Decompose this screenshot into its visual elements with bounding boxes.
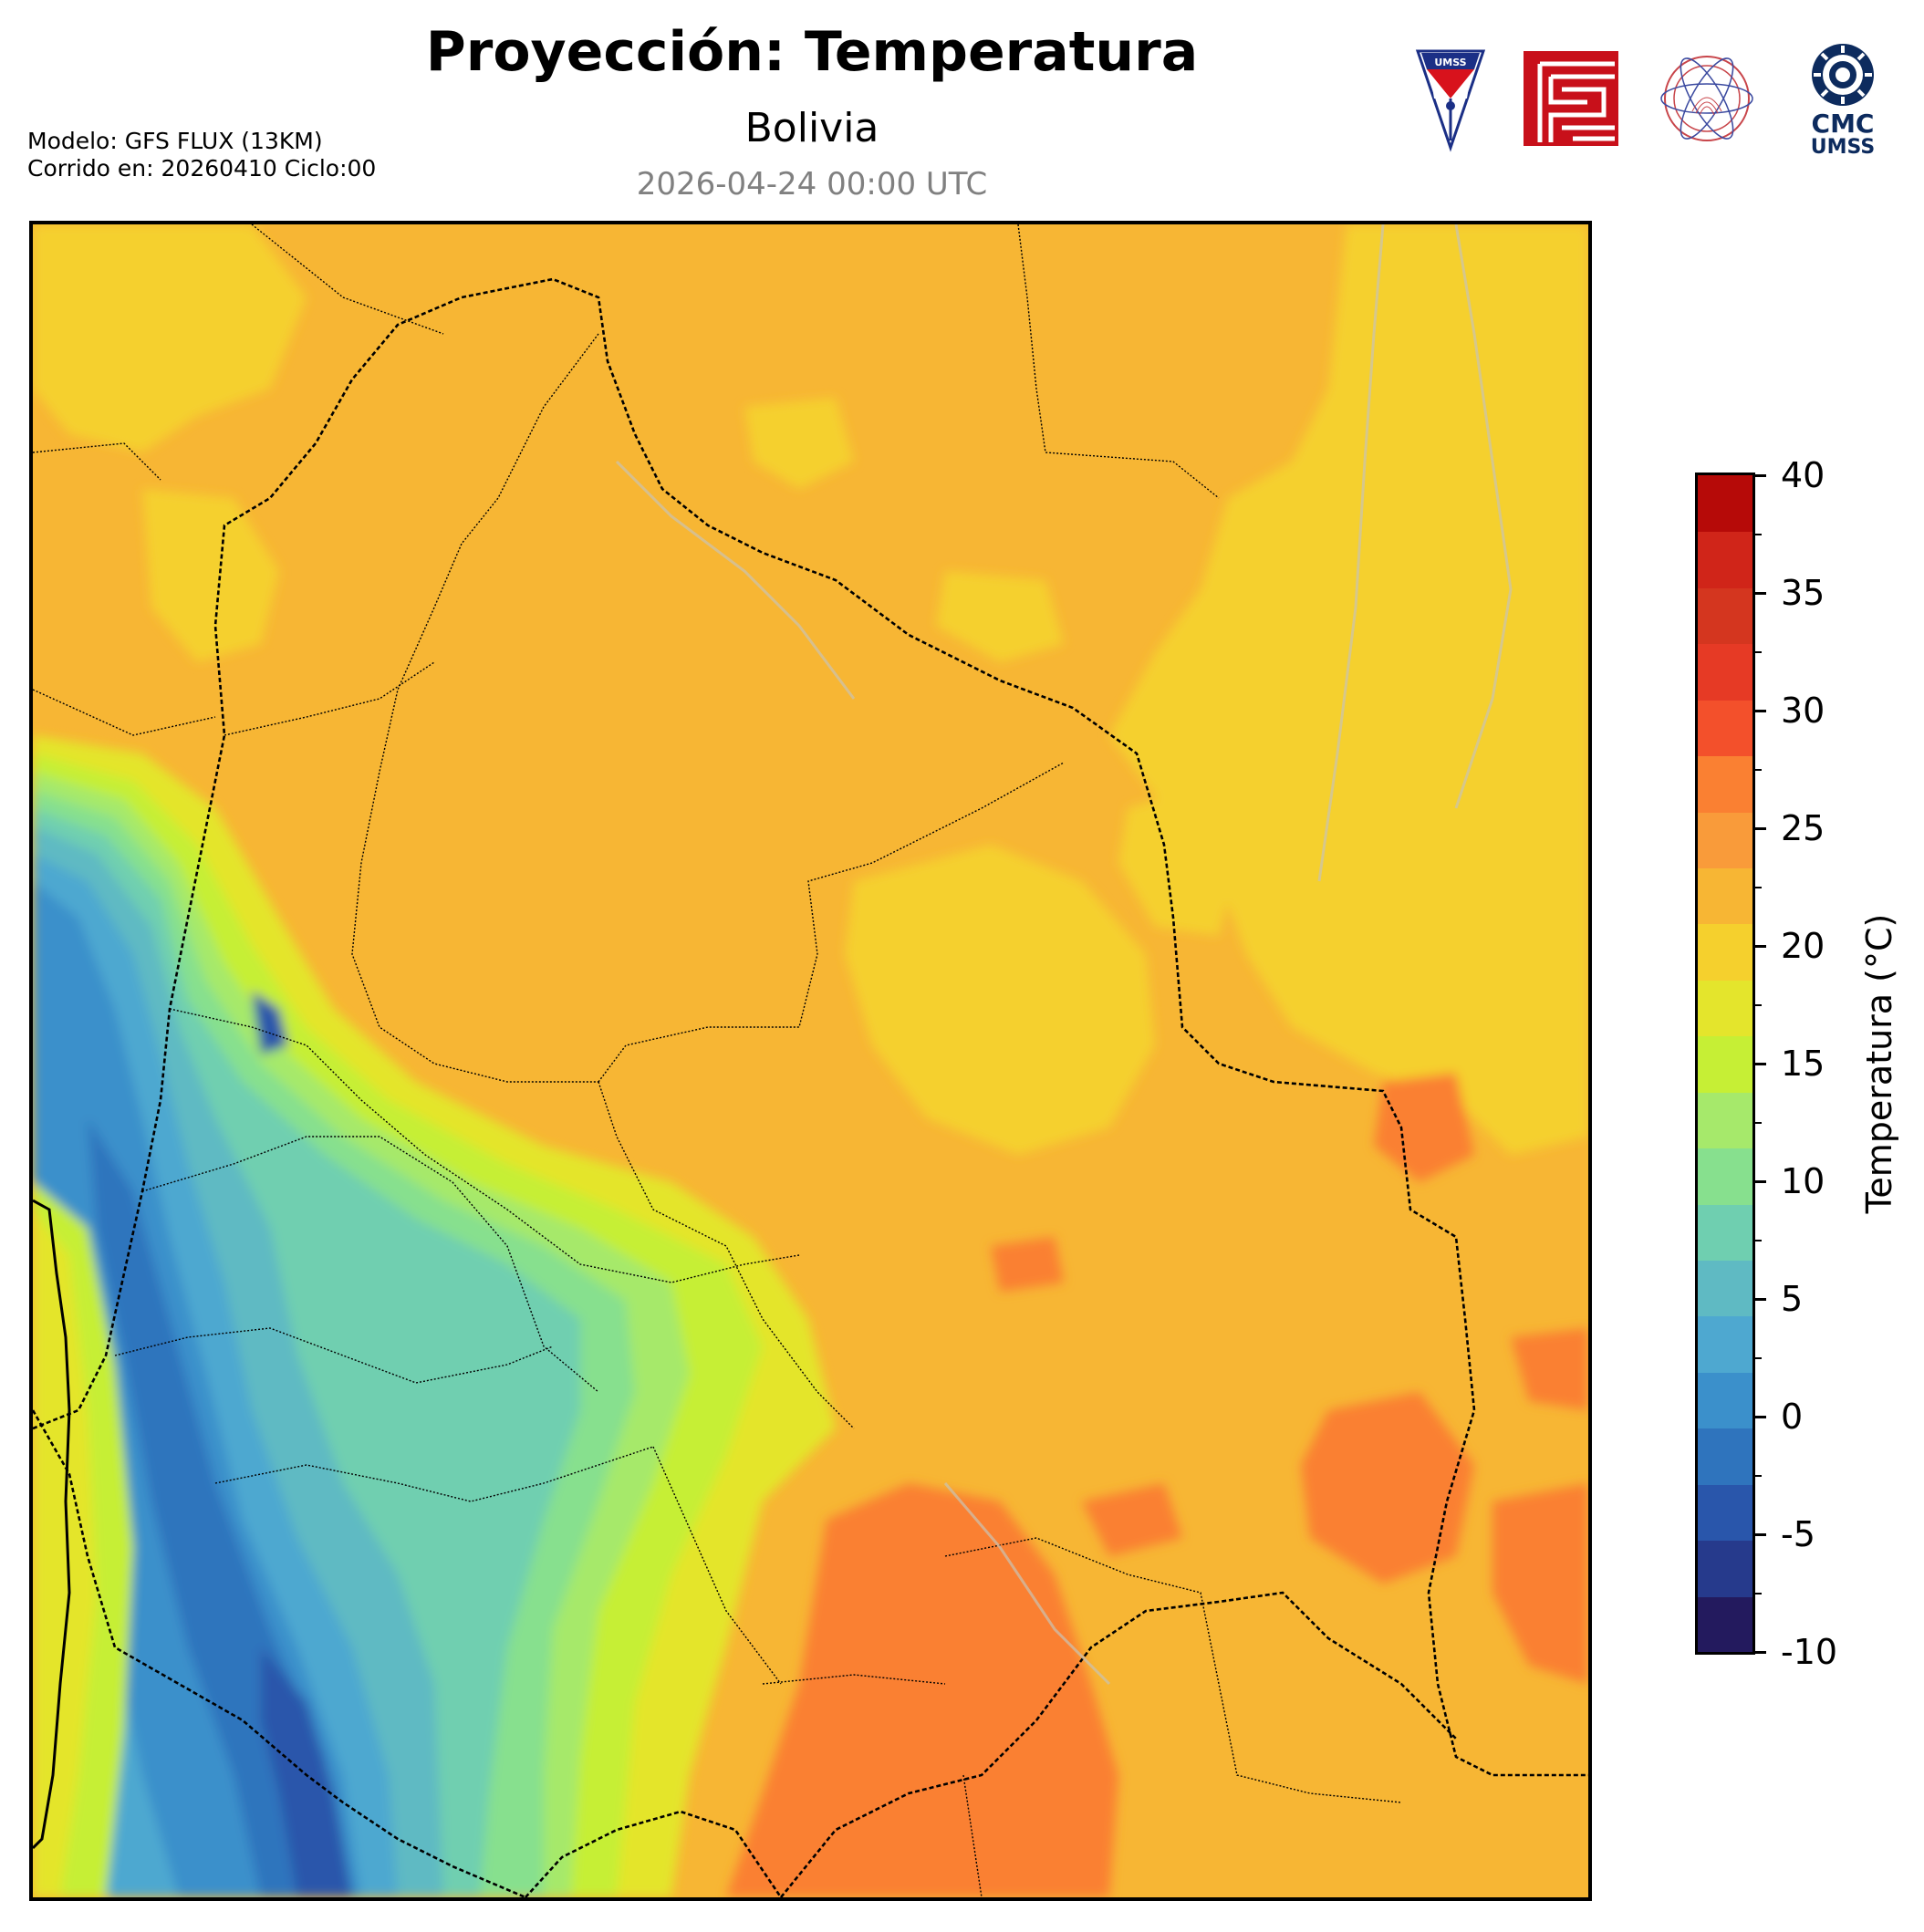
colorbar-tick-label: -10 xyxy=(1781,1632,1838,1672)
colorbar-segment xyxy=(1698,699,1752,757)
colorbar-tick-label: 20 xyxy=(1781,926,1825,966)
colorbar-major-tick xyxy=(1755,1298,1766,1301)
colorbar-segment xyxy=(1698,587,1752,645)
colorbar-segment xyxy=(1698,1203,1752,1261)
cmc-line2: UMSS xyxy=(1810,136,1876,159)
colorbar-minor-tick xyxy=(1755,1003,1762,1006)
temperature-colorbar xyxy=(1695,473,1755,1655)
cmc-line1: CMC xyxy=(1811,109,1875,139)
colorbar-major-tick xyxy=(1755,474,1766,477)
colorbar-tick-label: 30 xyxy=(1781,691,1825,731)
umss-logo-text: UMSS xyxy=(1434,57,1466,68)
map-title: Proyección: Temperatura xyxy=(425,20,1199,84)
colorbar-segment xyxy=(1698,867,1752,925)
institution-logos: UMSS xyxy=(1396,44,1907,164)
colorbar-minor-tick xyxy=(1755,1592,1762,1594)
colorbar-segment xyxy=(1698,475,1752,533)
umss-shield-logo: UMSS xyxy=(1415,49,1486,152)
colorbar-segment xyxy=(1698,1260,1752,1317)
colorbar-segment xyxy=(1698,1315,1752,1373)
colorbar-tick-label: 0 xyxy=(1781,1397,1804,1437)
colorbar-major-tick xyxy=(1755,827,1766,830)
colorbar-segment xyxy=(1698,1091,1752,1149)
colorbar-segment xyxy=(1698,811,1752,868)
colorbar-major-tick xyxy=(1755,945,1766,948)
colorbar-major-tick xyxy=(1755,1180,1766,1183)
run-info: Corrido en: 20260410 Ciclo:00 xyxy=(27,155,377,182)
colorbar-segment xyxy=(1698,643,1752,701)
colorbar-major-tick xyxy=(1755,710,1766,712)
colorbar-segment xyxy=(1698,1428,1752,1485)
colorbar-major-tick xyxy=(1755,592,1766,595)
model-info: Modelo: GFS FLUX (13KM) Corrido en: 2026… xyxy=(27,128,376,182)
colorbar-major-tick xyxy=(1755,1533,1766,1536)
colorbar-segment xyxy=(1698,1035,1752,1093)
colorbar-tick-label: 10 xyxy=(1781,1161,1825,1201)
colorbar-minor-tick xyxy=(1755,1474,1762,1477)
forecast-datetime: 2026-04-24 00:00 UTC xyxy=(636,166,988,203)
colorbar-major-tick xyxy=(1755,1416,1766,1418)
colorbar-tick-label: 25 xyxy=(1781,808,1825,848)
physics-department-logo xyxy=(1660,56,1753,141)
colorbar-minor-tick xyxy=(1755,1356,1762,1359)
colorbar-segment xyxy=(1698,1371,1752,1429)
temperature-map[interactable] xyxy=(29,221,1592,1901)
colorbar-minor-tick xyxy=(1755,886,1762,888)
cmc-logo-text: CMC UMSS xyxy=(1797,111,1888,159)
colorbar-segment xyxy=(1698,1540,1752,1597)
cmc-umss-logo xyxy=(1812,44,1874,106)
colorbar-major-tick xyxy=(1755,1063,1766,1065)
faculty-logo xyxy=(1524,51,1618,146)
colorbar-title: Temperatura (°C) xyxy=(1859,913,1899,1214)
colorbar-segment xyxy=(1698,1148,1752,1205)
colorbar-minor-tick xyxy=(1755,650,1762,653)
colorbar-tick-label: 35 xyxy=(1781,573,1825,613)
colorbar-tick-label: 40 xyxy=(1781,455,1825,495)
colorbar-segment xyxy=(1698,755,1752,813)
colorbar-tick-label: 5 xyxy=(1781,1279,1804,1319)
colorbar-minor-tick xyxy=(1755,533,1762,535)
colorbar-segment xyxy=(1698,1595,1752,1652)
colorbar-segment xyxy=(1698,1483,1752,1542)
region-subtitle: Bolivia xyxy=(744,105,879,151)
colorbar-tick-label: 15 xyxy=(1781,1044,1825,1084)
colorbar-segment xyxy=(1698,979,1752,1037)
colorbar-major-tick xyxy=(1755,1651,1766,1654)
colorbar-segment xyxy=(1698,923,1752,981)
colorbar-minor-tick xyxy=(1755,1239,1762,1241)
colorbar-minor-tick xyxy=(1755,768,1762,771)
colorbar-segment xyxy=(1698,531,1752,588)
model-name: Modelo: GFS FLUX (13KM) xyxy=(27,128,323,154)
colorbar-minor-tick xyxy=(1755,1121,1762,1124)
colorbar-tick-label: -5 xyxy=(1781,1514,1815,1554)
temperature-field xyxy=(33,224,1588,1897)
